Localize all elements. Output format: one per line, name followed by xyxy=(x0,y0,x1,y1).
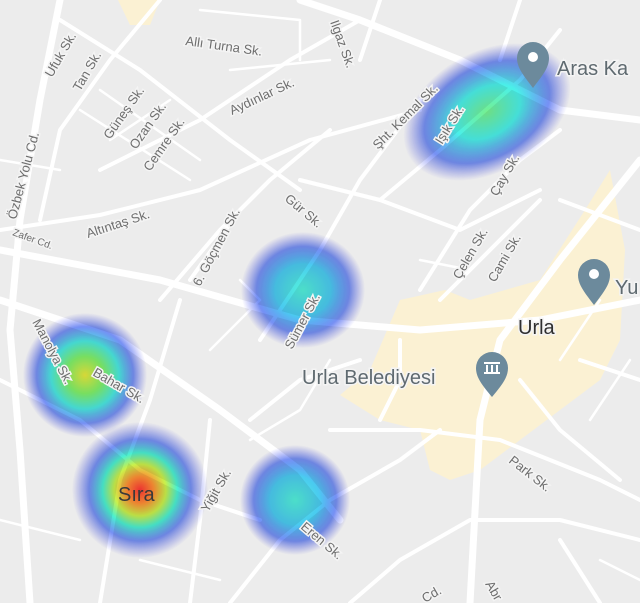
place-label-yu: Yu xyxy=(615,277,638,299)
street-label: Gür Sk. xyxy=(282,191,325,231)
street-label: Abr xyxy=(482,578,505,603)
map-pin-icon xyxy=(517,42,549,88)
poi-belediye[interactable]: Urla Belediyesi xyxy=(301,352,508,397)
heat-blob-sumer xyxy=(241,232,365,348)
place-label-sira: Sıra xyxy=(118,484,156,506)
commercial-area-north xyxy=(118,0,160,25)
street-label: Allı Turna Sk. xyxy=(185,33,264,59)
map-pin-icon xyxy=(578,259,610,305)
street-label: Cami Sk. xyxy=(485,231,524,284)
place-label-aras: Aras Ka xyxy=(557,58,629,80)
heat-blob-bahar xyxy=(23,313,147,437)
poi-aras[interactable]: Aras Ka xyxy=(517,42,631,88)
street-label: Tan Sk. xyxy=(70,48,105,93)
street-label: Cd. xyxy=(419,582,444,603)
town-label-urla: Urla xyxy=(518,317,556,339)
place-label-belediye: Urla Belediyesi xyxy=(302,367,435,389)
street-label: 6. Göçmen Sk. xyxy=(189,205,243,288)
heat-blob-sira xyxy=(72,422,208,558)
poi-yu[interactable]: Yu xyxy=(578,259,640,305)
heat-blob-eren xyxy=(240,445,350,555)
